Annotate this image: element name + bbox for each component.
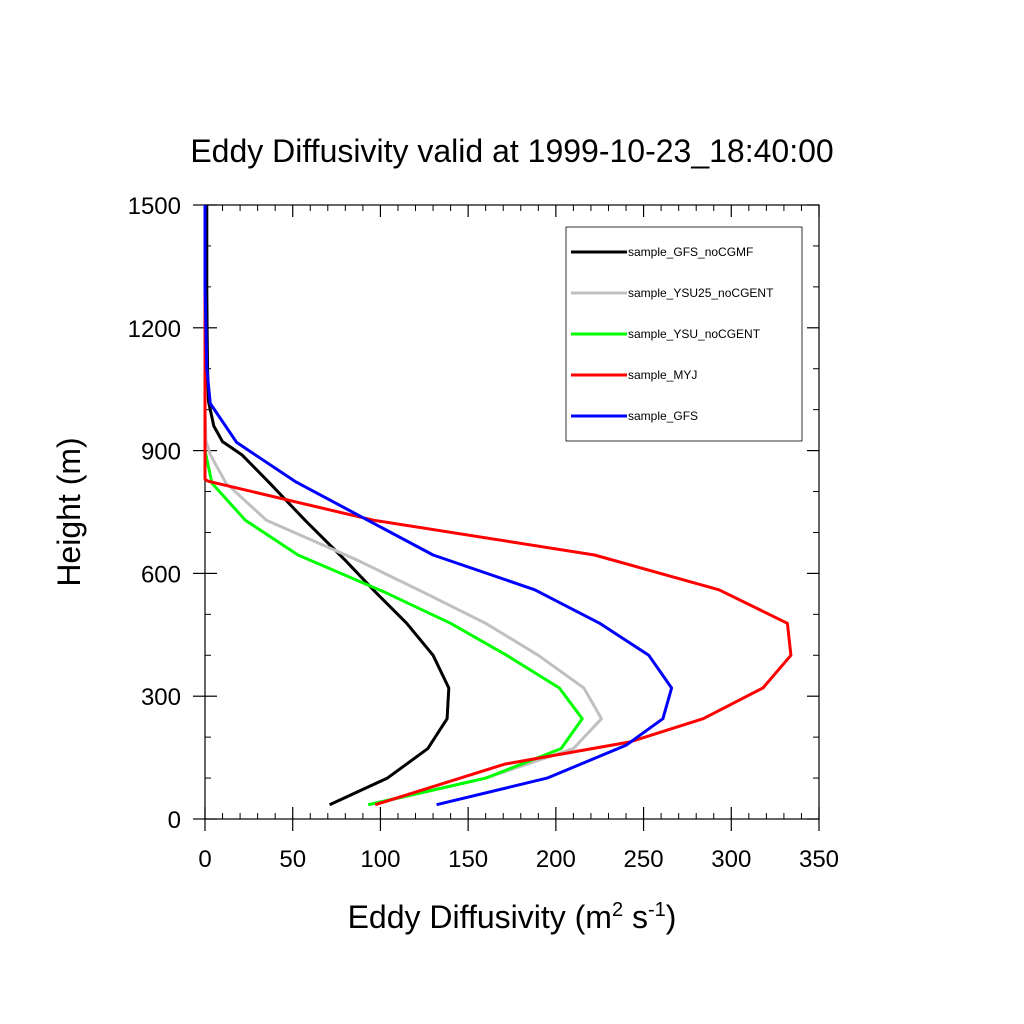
x-tick-label: 300 [711,846,751,873]
x-tick-label: 50 [279,846,306,873]
plot-frame [204,204,820,820]
y-tick-label: 900 [141,439,181,466]
series-line-sample-gfs [203,205,674,807]
series-line-sample-ysu-nocgent [203,205,584,807]
y-axis-title: Height (m) [51,437,87,586]
x-tick-label: 250 [624,846,664,873]
x-tick-label: 150 [448,846,488,873]
y-tick-label: 1200 [128,316,181,343]
series-layer [203,205,793,807]
x-axis-unit-exp1: 2 [612,899,623,921]
x-tick-label: 350 [799,846,839,873]
series-line-sample-ysu25-nocgent [203,205,603,807]
legend-label: sample_GFS [628,409,698,423]
legend-label: sample_MYJ [628,368,697,382]
x-tick-label: 200 [536,846,576,873]
y-tick-label: 300 [141,684,181,711]
y-tick-label: 600 [141,561,181,588]
legend-label: sample_YSU_noCGENT [628,327,761,341]
legend: sample_GFS_noCGMF sample_YSU25_noCGENTsam… [565,226,803,442]
x-axis-title: Eddy Diffusivity (m2 s-1) [348,899,677,935]
x-axis-unit-m: m [585,899,612,935]
x-tick-label: 0 [198,846,211,873]
series-line-sample-gfs-nocgmf [205,205,451,807]
legend-label: sample_GFS_noCGMF [628,245,753,259]
legend-label: sample_YSU25_noCGENT [628,286,774,300]
axis-ticks [193,204,820,831]
y-tick-label: 1500 [128,193,181,220]
series-line-sample-myj [203,205,793,807]
x-tick-label: 100 [360,846,400,873]
x-axis-unit-s: s [632,899,648,935]
axis-tick-labels: 0 50 100 150 200 250 300 350 0 300 600 900 1200 1500 [128,193,839,873]
x-axis-label: Eddy Diffusivity [348,899,566,935]
y-tick-label: 0 [168,807,181,834]
x-axis-unit-exp2: -1 [648,899,666,921]
chart-title: Eddy Diffusivity valid at 1999-10-23_18:… [190,133,833,169]
